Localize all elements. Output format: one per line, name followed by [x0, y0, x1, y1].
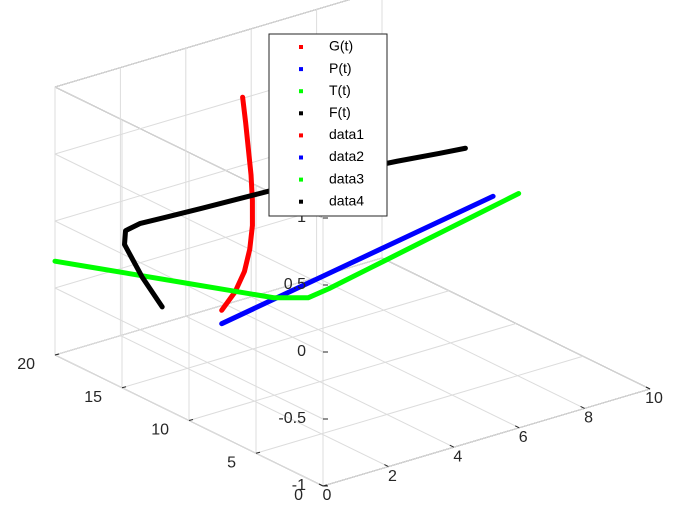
x-tick-label: 4 — [453, 448, 462, 465]
grid-line-y-floor — [188, 323, 517, 421]
legend-box — [268, 33, 388, 217]
grid-line-y-floor — [255, 355, 584, 454]
legend-entry-label: data1 — [329, 126, 364, 142]
y-tick-label: 10 — [151, 422, 169, 439]
grid-line-z-side — [54, 220, 324, 353]
y-tick-label: 20 — [17, 356, 35, 373]
legend-marker — [299, 133, 303, 138]
legend-entry-label: T(t) — [329, 82, 351, 98]
legend-entry-label: G(t) — [329, 38, 353, 54]
legend-entry-label: F(t) — [329, 104, 351, 120]
legend-entry-label: data2 — [329, 148, 364, 164]
series-line-0 — [219, 94, 255, 313]
legend-marker — [299, 155, 303, 160]
z-tick-label: 1 — [297, 209, 306, 226]
z-tick-label: -1 — [292, 477, 306, 494]
x-tick-label: 0 — [323, 487, 332, 504]
z-tick-label: 0.5 — [284, 276, 306, 293]
series-line-3 — [122, 145, 468, 310]
y-tick-mark — [121, 386, 127, 389]
x-tick-mark — [384, 464, 389, 468]
x-tick-mark — [318, 483, 324, 487]
tick-labels: 0 2 4 6 8 10 0 5 10 15 20 -1 -0.5 0 0.5 1 — [17, 209, 663, 504]
legend: G(t) P(t) T(t) F(t) data1 data2 data3 data4 — [268, 33, 388, 217]
grid-line-z-side — [54, 287, 324, 420]
legend-marker — [299, 199, 303, 204]
grid-line-y-floor — [121, 290, 450, 389]
series-line-2 — [52, 190, 522, 301]
legend-marker — [299, 89, 303, 94]
x-tick-label: 2 — [388, 468, 397, 485]
legend-marker — [299, 177, 303, 182]
z-tick-label: 0 — [297, 343, 306, 360]
x-tick-label: 10 — [645, 390, 663, 407]
x-tick-label: 8 — [584, 410, 593, 427]
series-line-1 — [219, 193, 496, 327]
legend-marker — [299, 111, 303, 116]
grid-line-z-side — [54, 153, 324, 286]
y-tick-label: 15 — [84, 389, 102, 406]
x-tick-mark — [449, 444, 455, 448]
legend-marker — [299, 45, 303, 49]
x-tick-mark — [514, 425, 520, 429]
x-tick-mark — [645, 386, 651, 390]
x-tick-mark — [580, 405, 585, 409]
z-tick-label: -0.5 — [278, 410, 306, 427]
legend-entry-label: P(t) — [329, 60, 352, 76]
y-tick-mark — [54, 353, 60, 356]
series-group — [52, 94, 522, 327]
x-tick-label: 6 — [519, 429, 528, 446]
legend-marker — [299, 67, 303, 72]
y-tick-label: 5 — [227, 454, 236, 471]
grid-line-y-floor — [322, 388, 651, 487]
y-tick-mark — [188, 419, 194, 421]
legend-entry-label: data3 — [329, 170, 364, 186]
y-tick-mark — [255, 451, 261, 454]
y-tick-label: 0 — [294, 487, 303, 504]
grid-line-z-back — [54, 0, 351, 88]
legend-entry-label: data4 — [329, 192, 364, 208]
